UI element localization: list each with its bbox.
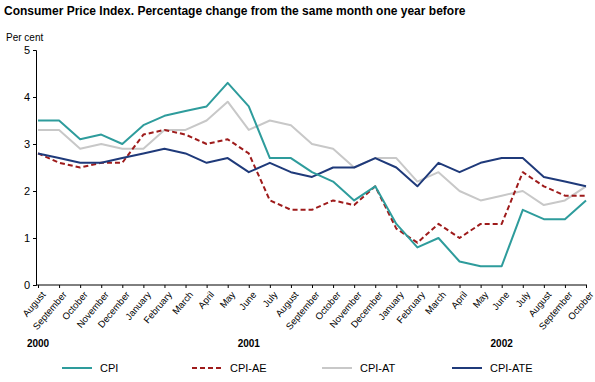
x-tick: April bbox=[196, 285, 217, 311]
year-label: 2001 bbox=[238, 338, 261, 349]
y-tick-mark bbox=[33, 285, 36, 286]
y-tick: 1 bbox=[24, 232, 36, 244]
y-tick: 0 bbox=[24, 279, 36, 291]
x-tick-mark bbox=[207, 285, 208, 288]
x-tick: December bbox=[95, 285, 132, 330]
y-tick: 3 bbox=[24, 138, 36, 150]
y-tick-mark bbox=[33, 144, 36, 145]
legend-swatch bbox=[322, 367, 352, 369]
y-tick-label: 3 bbox=[24, 138, 30, 150]
x-tick-mark bbox=[333, 285, 334, 288]
x-tick-mark bbox=[101, 285, 102, 288]
y-tick-mark bbox=[33, 191, 36, 192]
x-tick-mark bbox=[186, 285, 187, 288]
x-tick: May bbox=[470, 285, 490, 310]
lines bbox=[38, 83, 586, 266]
x-tick-label: February bbox=[141, 289, 174, 325]
x-tick: June bbox=[237, 285, 259, 312]
series-line bbox=[38, 102, 586, 205]
y-tick-mark bbox=[33, 50, 36, 51]
y-tick: 2 bbox=[24, 185, 36, 197]
x-tick-label: April bbox=[449, 289, 470, 311]
x-tick-mark bbox=[375, 285, 376, 288]
legend-label: CPI-ATE bbox=[490, 362, 533, 374]
x-tick: September bbox=[30, 285, 68, 332]
x-tick-label: April bbox=[196, 289, 217, 311]
legend-label: CPI bbox=[100, 362, 118, 374]
y-tick-label: 4 bbox=[24, 91, 30, 103]
legend-swatch bbox=[62, 367, 92, 369]
x-tick-mark bbox=[544, 285, 545, 288]
y-tick-label: 2 bbox=[24, 185, 30, 197]
y-tick: 4 bbox=[24, 91, 36, 103]
x-tick-label: October bbox=[565, 289, 595, 322]
x-tick-mark bbox=[270, 285, 271, 288]
x-tick-mark bbox=[80, 285, 81, 288]
legend: CPI CPI-AE CPI-AT CPI-ATE bbox=[62, 362, 533, 374]
x-tick: June bbox=[490, 285, 512, 312]
x-tick: July bbox=[513, 285, 532, 309]
x-tick: September bbox=[536, 285, 574, 332]
x-tick-mark bbox=[143, 285, 144, 288]
x-tick-mark bbox=[396, 285, 397, 288]
x-tick-label: March bbox=[170, 289, 195, 316]
x-tick: December bbox=[348, 285, 385, 330]
x-tick-mark bbox=[312, 285, 313, 288]
y-tick-label: 5 bbox=[24, 44, 30, 56]
x-tick-mark bbox=[59, 285, 60, 288]
x-tick-mark bbox=[291, 285, 292, 288]
x-tick-mark bbox=[438, 285, 439, 288]
x-tick: March bbox=[423, 285, 448, 316]
x-tick: February bbox=[394, 285, 427, 325]
x-tick-mark bbox=[460, 285, 461, 288]
x-tick-mark bbox=[164, 285, 165, 288]
y-axis-line bbox=[33, 51, 37, 286]
chart: Consumer Price Index. Percentage change … bbox=[0, 0, 595, 382]
x-tick-mark bbox=[481, 285, 482, 288]
x-tick-mark bbox=[122, 285, 123, 288]
x-tick-label: June bbox=[490, 289, 512, 312]
legend-label: CPI-AE bbox=[230, 362, 267, 374]
year-label: 2002 bbox=[491, 338, 514, 349]
x-axis-line bbox=[36, 285, 587, 286]
x-tick-mark bbox=[523, 285, 524, 288]
series-line bbox=[38, 83, 586, 266]
x-axis: AugustSeptemberOctoberNovemberDecemberJa… bbox=[20, 285, 595, 332]
x-tick-mark bbox=[228, 285, 229, 288]
legend-swatch bbox=[192, 367, 222, 369]
legend-swatch bbox=[452, 367, 482, 369]
y-tick-label: 1 bbox=[24, 232, 30, 244]
x-tick-label: June bbox=[237, 289, 259, 312]
series-line bbox=[38, 149, 586, 187]
x-tick: March bbox=[170, 285, 195, 316]
x-tick-mark bbox=[565, 285, 566, 288]
x-tick-mark bbox=[38, 285, 39, 288]
title: Consumer Price Index. Percentage change … bbox=[4, 4, 466, 18]
x-tick: May bbox=[217, 285, 237, 310]
x-tick: September bbox=[283, 285, 321, 332]
y-tick-mark bbox=[33, 97, 36, 98]
y-axis-title: Per cent bbox=[6, 32, 43, 43]
series-line bbox=[38, 130, 586, 243]
x-tick: April bbox=[449, 285, 470, 311]
y-tick-mark bbox=[33, 238, 36, 239]
legend-label: CPI-AT bbox=[360, 362, 396, 374]
x-tick: July bbox=[260, 285, 279, 309]
y-tick-label: 0 bbox=[24, 279, 30, 291]
x-tick: February bbox=[141, 285, 174, 325]
x-tick-label: February bbox=[394, 289, 427, 325]
y-axis: 0 1 2 3 4 5 bbox=[24, 44, 37, 291]
x-tick: October bbox=[565, 285, 595, 322]
x-tick-mark bbox=[586, 285, 587, 288]
x-tick-label: May bbox=[470, 289, 490, 310]
y-tick: 5 bbox=[24, 44, 36, 56]
x-tick-mark bbox=[249, 285, 250, 288]
x-tick-mark bbox=[502, 285, 503, 288]
x-tick-mark bbox=[417, 285, 418, 288]
year-label: 2000 bbox=[27, 338, 50, 349]
x-tick-label: March bbox=[423, 289, 448, 316]
x-tick-label: May bbox=[217, 289, 237, 310]
x-tick-mark bbox=[354, 285, 355, 288]
